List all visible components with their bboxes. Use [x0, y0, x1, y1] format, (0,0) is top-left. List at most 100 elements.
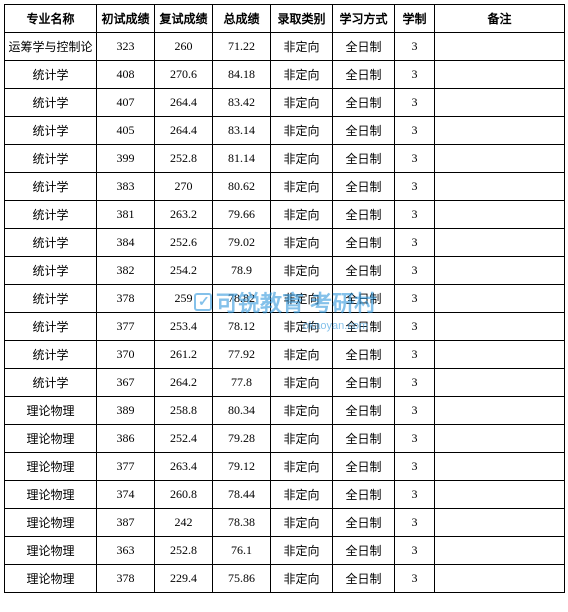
cell-remark	[435, 33, 565, 61]
cell-category: 非定向	[271, 537, 333, 565]
cell-mode: 全日制	[333, 369, 395, 397]
cell-mode: 全日制	[333, 173, 395, 201]
cell-duration: 3	[395, 397, 435, 425]
table-row: 统计学377253.478.12非定向全日制3	[5, 313, 565, 341]
header-duration: 学制	[395, 5, 435, 33]
cell-duration: 3	[395, 89, 435, 117]
cell-retest: 264.4	[155, 89, 213, 117]
cell-mode: 全日制	[333, 565, 395, 593]
cell-prelim: 386	[97, 425, 155, 453]
cell-mode: 全日制	[333, 257, 395, 285]
table-row: 统计学38327080.62非定向全日制3	[5, 173, 565, 201]
header-category: 录取类别	[271, 5, 333, 33]
table-row: 理论物理363252.876.1非定向全日制3	[5, 537, 565, 565]
cell-total: 84.18	[213, 61, 271, 89]
header-remark: 备注	[435, 5, 565, 33]
cell-total: 76.1	[213, 537, 271, 565]
cell-major: 理论物理	[5, 509, 97, 537]
cell-total: 81.14	[213, 145, 271, 173]
cell-prelim: 377	[97, 453, 155, 481]
cell-retest: 252.8	[155, 537, 213, 565]
cell-duration: 3	[395, 313, 435, 341]
cell-total: 77.8	[213, 369, 271, 397]
cell-major: 理论物理	[5, 537, 97, 565]
cell-duration: 3	[395, 565, 435, 593]
cell-prelim: 387	[97, 509, 155, 537]
cell-duration: 3	[395, 201, 435, 229]
header-mode: 学习方式	[333, 5, 395, 33]
cell-mode: 全日制	[333, 341, 395, 369]
cell-retest: 258.8	[155, 397, 213, 425]
cell-major: 统计学	[5, 285, 97, 313]
cell-total: 71.22	[213, 33, 271, 61]
cell-mode: 全日制	[333, 61, 395, 89]
table-row: 理论物理374260.878.44非定向全日制3	[5, 481, 565, 509]
cell-remark	[435, 229, 565, 257]
cell-remark	[435, 61, 565, 89]
cell-prelim: 363	[97, 537, 155, 565]
table-header-row: 专业名称 初试成绩 复试成绩 总成绩 录取类别 学习方式 学制 备注	[5, 5, 565, 33]
table-row: 统计学37825978.82非定向全日制3	[5, 285, 565, 313]
cell-mode: 全日制	[333, 509, 395, 537]
page-container: 专业名称 初试成绩 复试成绩 总成绩 录取类别 学习方式 学制 备注 运筹学与控…	[4, 4, 564, 593]
cell-total: 78.82	[213, 285, 271, 313]
table-row: 统计学384252.679.02非定向全日制3	[5, 229, 565, 257]
cell-major: 运筹学与控制论	[5, 33, 97, 61]
cell-category: 非定向	[271, 257, 333, 285]
cell-mode: 全日制	[333, 537, 395, 565]
cell-retest: 263.2	[155, 201, 213, 229]
cell-total: 83.42	[213, 89, 271, 117]
cell-remark	[435, 313, 565, 341]
cell-prelim: 389	[97, 397, 155, 425]
cell-remark	[435, 341, 565, 369]
cell-remark	[435, 285, 565, 313]
cell-prelim: 381	[97, 201, 155, 229]
table-row: 统计学408270.684.18非定向全日制3	[5, 61, 565, 89]
cell-retest: 252.6	[155, 229, 213, 257]
cell-major: 统计学	[5, 201, 97, 229]
cell-prelim: 378	[97, 285, 155, 313]
cell-duration: 3	[395, 229, 435, 257]
cell-total: 78.12	[213, 313, 271, 341]
cell-prelim: 384	[97, 229, 155, 257]
cell-remark	[435, 201, 565, 229]
header-prelim: 初试成绩	[97, 5, 155, 33]
cell-category: 非定向	[271, 285, 333, 313]
cell-major: 统计学	[5, 229, 97, 257]
cell-duration: 3	[395, 117, 435, 145]
cell-remark	[435, 173, 565, 201]
cell-retest: 260	[155, 33, 213, 61]
table-row: 统计学367264.277.8非定向全日制3	[5, 369, 565, 397]
cell-category: 非定向	[271, 145, 333, 173]
cell-major: 理论物理	[5, 425, 97, 453]
cell-duration: 3	[395, 537, 435, 565]
cell-mode: 全日制	[333, 425, 395, 453]
cell-total: 78.9	[213, 257, 271, 285]
cell-total: 78.44	[213, 481, 271, 509]
cell-duration: 3	[395, 453, 435, 481]
table-row: 统计学399252.881.14非定向全日制3	[5, 145, 565, 173]
cell-duration: 3	[395, 481, 435, 509]
cell-category: 非定向	[271, 201, 333, 229]
cell-prelim: 367	[97, 369, 155, 397]
cell-prelim: 382	[97, 257, 155, 285]
cell-remark	[435, 89, 565, 117]
table-row: 理论物理386252.479.28非定向全日制3	[5, 425, 565, 453]
cell-major: 统计学	[5, 257, 97, 285]
cell-total: 78.38	[213, 509, 271, 537]
cell-prelim: 399	[97, 145, 155, 173]
cell-major: 统计学	[5, 61, 97, 89]
cell-total: 83.14	[213, 117, 271, 145]
table-row: 理论物理378229.475.86非定向全日制3	[5, 565, 565, 593]
cell-duration: 3	[395, 425, 435, 453]
cell-retest: 252.8	[155, 145, 213, 173]
table-row: 理论物理38724278.38非定向全日制3	[5, 509, 565, 537]
cell-category: 非定向	[271, 453, 333, 481]
cell-prelim: 405	[97, 117, 155, 145]
table-row: 运筹学与控制论32326071.22非定向全日制3	[5, 33, 565, 61]
cell-remark	[435, 509, 565, 537]
cell-retest: 263.4	[155, 453, 213, 481]
header-total: 总成绩	[213, 5, 271, 33]
cell-retest: 253.4	[155, 313, 213, 341]
cell-remark	[435, 117, 565, 145]
